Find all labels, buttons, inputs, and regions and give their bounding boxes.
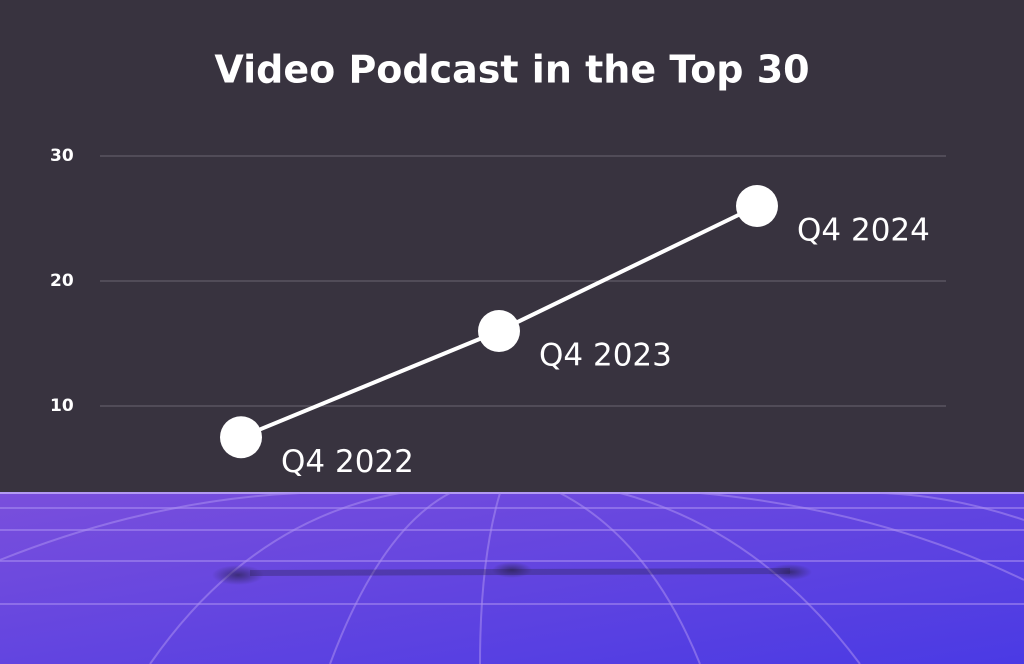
point-label: Q4 2022 bbox=[281, 444, 414, 480]
point bbox=[478, 310, 520, 352]
y-tick-label: 10 bbox=[50, 396, 74, 416]
point-label: Q4 2024 bbox=[797, 213, 930, 249]
point bbox=[736, 185, 778, 227]
y-tick-label: 30 bbox=[50, 146, 74, 166]
chart-title: Video Podcast in the Top 30 bbox=[214, 48, 809, 92]
floor bbox=[0, 492, 1024, 664]
point bbox=[220, 416, 262, 459]
y-tick-label: 20 bbox=[50, 271, 74, 291]
point-label: Q4 2023 bbox=[539, 338, 672, 374]
